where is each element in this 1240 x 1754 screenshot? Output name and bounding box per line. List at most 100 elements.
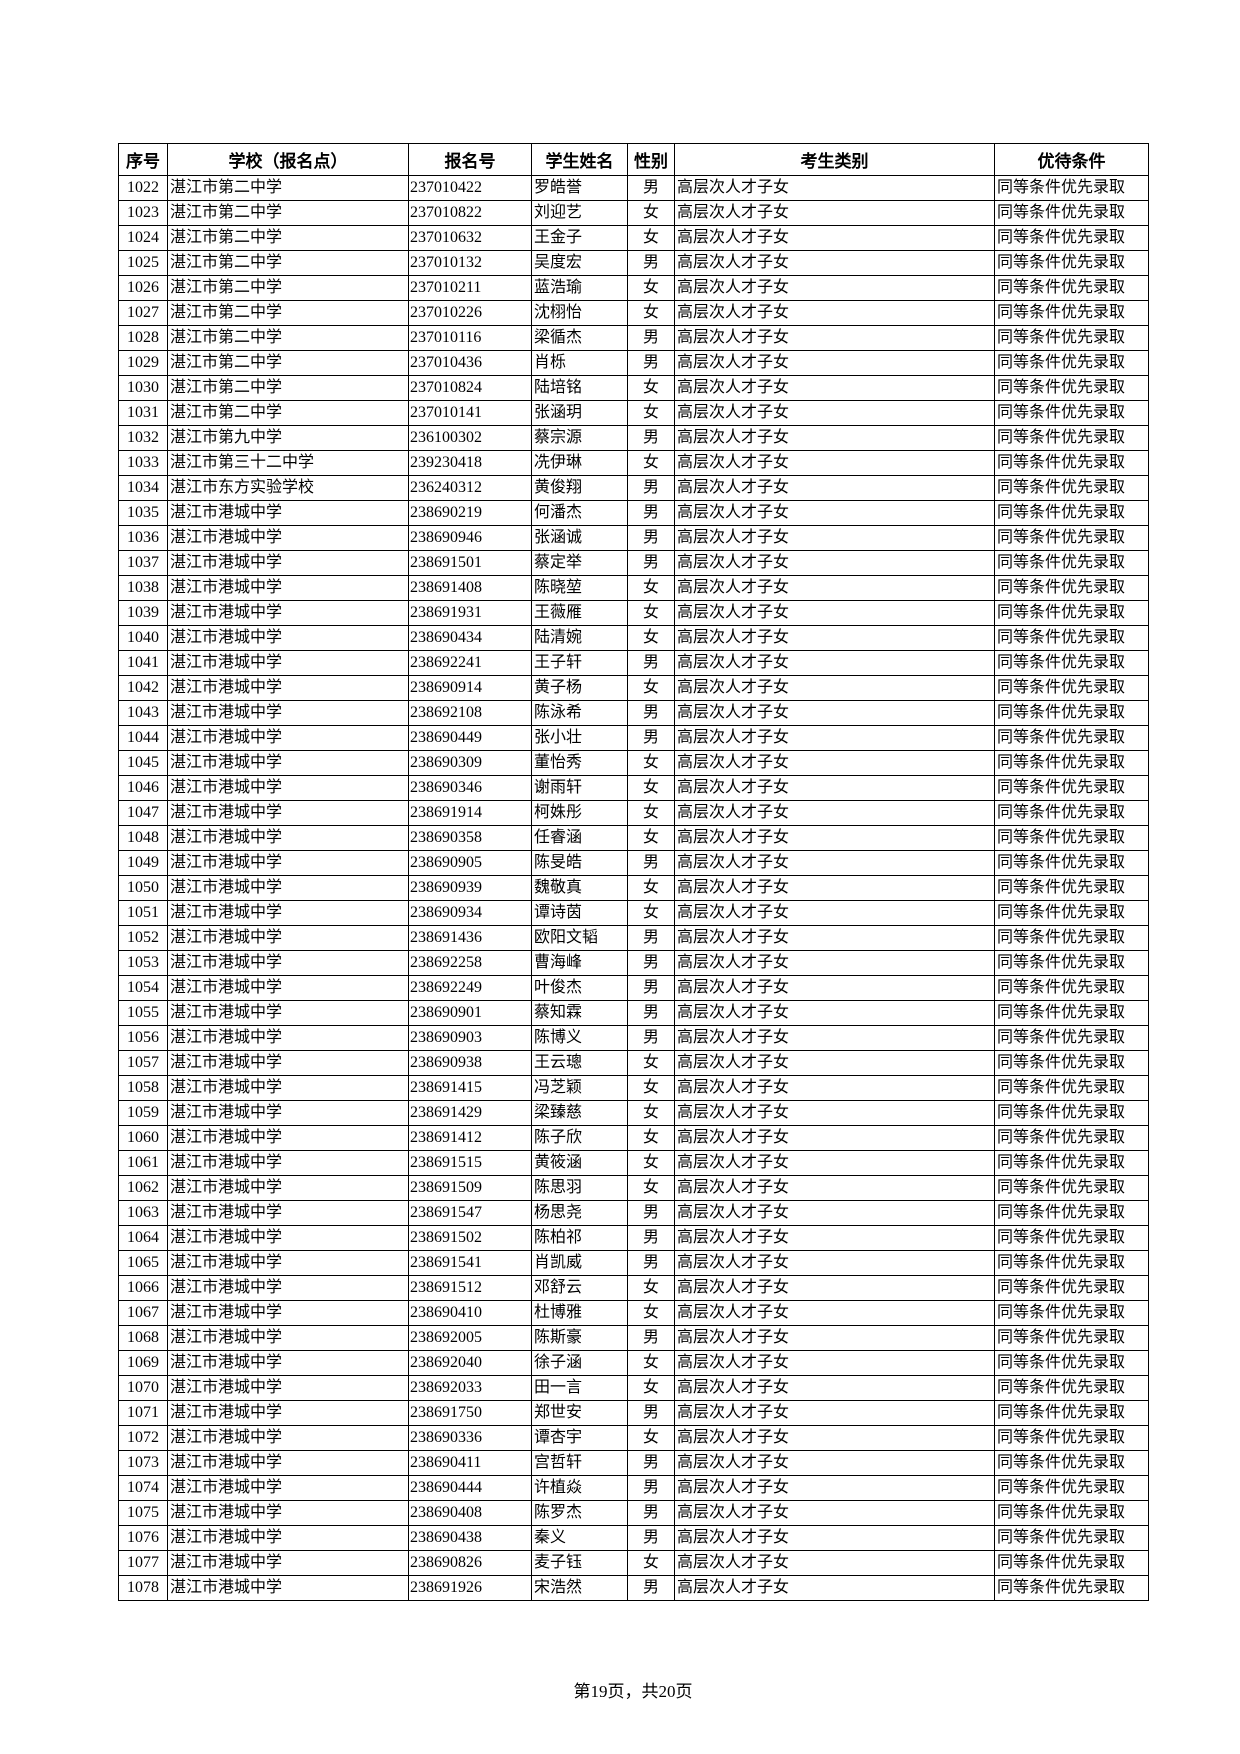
- cell-gender: 男: [627, 1025, 675, 1051]
- cell-seq: 1059: [118, 1100, 168, 1126]
- header-registration-no: 报名号: [408, 143, 532, 176]
- cell-gender: 女: [627, 775, 675, 801]
- cell-category: 高层次人才子女: [674, 850, 995, 876]
- cell-gender: 男: [627, 175, 675, 201]
- cell-preference: 同等条件优先录取: [994, 1550, 1149, 1576]
- cell-school: 湛江市港城中学: [167, 1200, 409, 1226]
- cell-preference: 同等条件优先录取: [994, 875, 1149, 901]
- cell-student-name: 陈柏祁: [531, 1225, 628, 1251]
- cell-gender: 女: [627, 1150, 675, 1176]
- cell-student-name: 蔡宗源: [531, 425, 628, 451]
- cell-student-name: 谢雨轩: [531, 775, 628, 801]
- cell-school: 湛江市第二中学: [167, 250, 409, 276]
- cell-registration-no: 238691914: [408, 800, 532, 826]
- cell-category: 高层次人才子女: [674, 1300, 995, 1326]
- cell-seq: 1067: [118, 1300, 168, 1326]
- cell-school: 湛江市港城中学: [167, 1400, 409, 1426]
- cell-preference: 同等条件优先录取: [994, 1150, 1149, 1176]
- cell-registration-no: 238691501: [408, 550, 532, 576]
- cell-student-name: 陈旻皓: [531, 850, 628, 876]
- table-row: 1040 湛江市港城中学 238690434 陆清婉女高层次人才子女 同等条件优先录取: [118, 625, 1149, 651]
- table-row: 1063 湛江市港城中学 238691547 杨思尧男高层次人才子女 同等条件优先录取: [118, 1200, 1149, 1226]
- table-row: 1023 湛江市第二中学 237010822 刘迎艺女高层次人才子女 同等条件优先录取: [118, 200, 1149, 226]
- table-row: 1026 湛江市第二中学 237010211 蓝浩瑜女高层次人才子女 同等条件优先录取: [118, 275, 1149, 301]
- cell-preference: 同等条件优先录取: [994, 625, 1149, 651]
- cell-student-name: 何潘杰: [531, 500, 628, 526]
- cell-gender: 女: [627, 675, 675, 701]
- cell-student-name: 冼伊琳: [531, 450, 628, 476]
- cell-registration-no: 237010116: [408, 325, 532, 351]
- cell-seq: 1053: [118, 950, 168, 976]
- admission-list-table: 序号 学校（报名点） 报名号 学生姓名 性别 考生类别 优待条件 1022 湛江市…: [118, 143, 1149, 1601]
- cell-school: 湛江市港城中学: [167, 900, 409, 926]
- cell-school: 湛江市港城中学: [167, 1150, 409, 1176]
- cell-student-name: 张涵诚: [531, 525, 628, 551]
- cell-school: 湛江市第二中学: [167, 225, 409, 251]
- cell-student-name: 董怡秀: [531, 750, 628, 776]
- cell-gender: 男: [627, 975, 675, 1001]
- table-body: 1022 湛江市第二中学 237010422 罗皓誉男高层次人才子女 同等条件优先录取 1…: [118, 175, 1149, 1601]
- cell-registration-no: 238692249: [408, 975, 532, 1001]
- cell-school: 湛江市港城中学: [167, 700, 409, 726]
- cell-student-name: 麦子钰: [531, 1550, 628, 1576]
- cell-category: 高层次人才子女: [674, 1550, 995, 1576]
- cell-category: 高层次人才子女: [674, 625, 995, 651]
- cell-student-name: 陈博义: [531, 1025, 628, 1051]
- cell-preference: 同等条件优先录取: [994, 425, 1149, 451]
- cell-gender: 女: [627, 200, 675, 226]
- cell-category: 高层次人才子女: [674, 1225, 995, 1251]
- cell-category: 高层次人才子女: [674, 1450, 995, 1476]
- cell-category: 高层次人才子女: [674, 800, 995, 826]
- cell-student-name: 蔡知霖: [531, 1000, 628, 1026]
- table-row: 1030 湛江市第二中学 237010824 陆培铭女高层次人才子女 同等条件优先录取: [118, 375, 1149, 401]
- cell-category: 高层次人才子女: [674, 425, 995, 451]
- cell-category: 高层次人才子女: [674, 250, 995, 276]
- cell-school: 湛江市港城中学: [167, 775, 409, 801]
- cell-seq: 1029: [118, 350, 168, 376]
- cell-student-name: 魏敬真: [531, 875, 628, 901]
- cell-category: 高层次人才子女: [674, 1325, 995, 1351]
- cell-preference: 同等条件优先录取: [994, 700, 1149, 726]
- table-row: 1046 湛江市港城中学 238690346 谢雨轩女高层次人才子女 同等条件优先录取: [118, 775, 1149, 801]
- cell-student-name: 沈栩怡: [531, 300, 628, 326]
- cell-preference: 同等条件优先录取: [994, 1025, 1149, 1051]
- cell-category: 高层次人才子女: [674, 200, 995, 226]
- cell-student-name: 任睿涵: [531, 825, 628, 851]
- table-row: 1070 湛江市港城中学 238692033 田一言女高层次人才子女 同等条件优先录取: [118, 1375, 1149, 1401]
- cell-registration-no: 239230418: [408, 450, 532, 476]
- cell-student-name: 田一言: [531, 1375, 628, 1401]
- table-row: 1068 湛江市港城中学 238692005 陈斯豪男高层次人才子女 同等条件优先录取: [118, 1325, 1149, 1351]
- cell-category: 高层次人才子女: [674, 1000, 995, 1026]
- cell-preference: 同等条件优先录取: [994, 1275, 1149, 1301]
- cell-preference: 同等条件优先录取: [994, 1525, 1149, 1551]
- cell-school: 湛江市港城中学: [167, 675, 409, 701]
- cell-preference: 同等条件优先录取: [994, 500, 1149, 526]
- cell-gender: 男: [627, 725, 675, 751]
- cell-category: 高层次人才子女: [674, 1075, 995, 1101]
- cell-preference: 同等条件优先录取: [994, 1175, 1149, 1201]
- cell-gender: 女: [627, 825, 675, 851]
- cell-gender: 女: [627, 275, 675, 301]
- cell-school: 湛江市第二中学: [167, 375, 409, 401]
- cell-student-name: 秦义: [531, 1525, 628, 1551]
- cell-seq: 1037: [118, 550, 168, 576]
- table-row: 1054 湛江市港城中学 238692249 叶俊杰男高层次人才子女 同等条件优先录取: [118, 975, 1149, 1001]
- cell-registration-no: 237010211: [408, 275, 532, 301]
- cell-registration-no: 237010824: [408, 375, 532, 401]
- cell-student-name: 陈晓堃: [531, 575, 628, 601]
- cell-student-name: 谭杏宇: [531, 1425, 628, 1451]
- cell-seq: 1049: [118, 850, 168, 876]
- cell-preference: 同等条件优先录取: [994, 1050, 1149, 1076]
- cell-seq: 1055: [118, 1000, 168, 1026]
- cell-gender: 男: [627, 500, 675, 526]
- cell-seq: 1022: [118, 175, 168, 201]
- cell-seq: 1066: [118, 1275, 168, 1301]
- cell-student-name: 杜博雅: [531, 1300, 628, 1326]
- cell-school: 湛江市港城中学: [167, 950, 409, 976]
- cell-gender: 男: [627, 925, 675, 951]
- cell-student-name: 蓝浩瑜: [531, 275, 628, 301]
- cell-preference: 同等条件优先录取: [994, 775, 1149, 801]
- cell-school: 湛江市港城中学: [167, 1300, 409, 1326]
- table-row: 1022 湛江市第二中学 237010422 罗皓誉男高层次人才子女 同等条件优先录取: [118, 175, 1149, 201]
- cell-student-name: 王薇雁: [531, 600, 628, 626]
